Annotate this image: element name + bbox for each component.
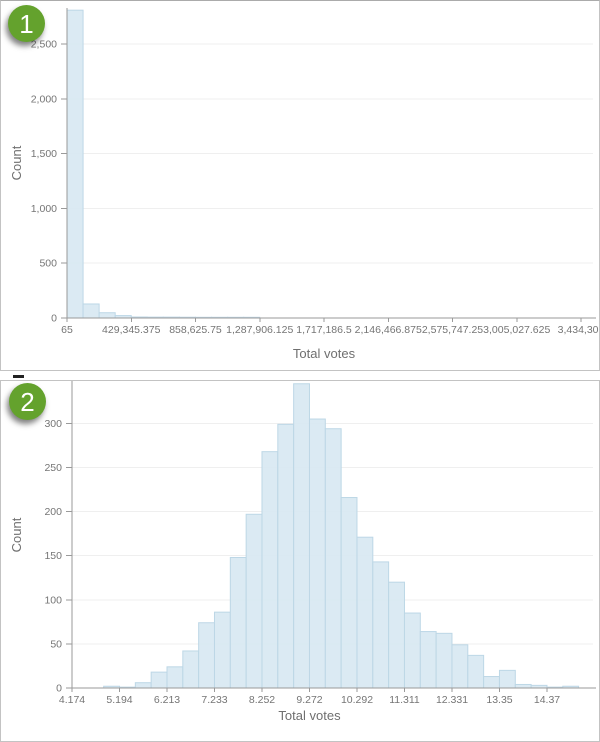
histogram-bar xyxy=(356,536,374,689)
x-tick-label: 1,287,906.125 xyxy=(226,324,293,336)
x-tick-label: 858,625.75 xyxy=(169,324,222,336)
histogram-bar xyxy=(98,312,116,319)
x-axis-title: Total votes xyxy=(293,346,356,361)
step-2-badge-label: 2 xyxy=(20,386,35,417)
histogram-bar xyxy=(66,9,84,319)
y-tick-label: 50 xyxy=(50,638,62,650)
histogram-bar xyxy=(182,650,200,689)
histogram-bar xyxy=(229,556,247,689)
histogram-bar xyxy=(372,561,390,689)
histogram-card-2: 0 50 100 150 200 250 300 4.174 5.194 6.213 7.233 8.… xyxy=(0,380,600,742)
step-1-badge-label: 1 xyxy=(19,8,34,39)
y-tick-label: 1,000 xyxy=(31,203,57,215)
y-tick-label: 2,500 xyxy=(31,39,57,51)
y-tick-label: 0 xyxy=(56,683,62,695)
histogram-bar xyxy=(308,418,326,689)
histogram-bar xyxy=(198,622,215,689)
y-tick-label: 200 xyxy=(44,506,62,518)
x-tick-label: 2,146,466.875 xyxy=(355,324,422,336)
x-tick-label: 7.233 xyxy=(201,694,227,706)
histogram-bar xyxy=(293,383,310,689)
step-1-badge: 1 xyxy=(8,5,45,42)
y-axis-title: Count xyxy=(9,145,24,180)
histogram-bar xyxy=(388,581,405,689)
histogram-chart-1: 0 500 1,000 1,500 2,000 2,500 65 429,345.375 858… xyxy=(9,8,599,361)
y-tick-label: 300 xyxy=(44,418,62,430)
x-tick-label: 10.292 xyxy=(341,694,373,706)
histogram-bar xyxy=(419,631,437,689)
y-tick-label: 100 xyxy=(44,594,62,606)
histogram-bar xyxy=(166,666,184,689)
histogram-bar xyxy=(324,428,342,689)
histogram-bar xyxy=(340,497,358,689)
histogram-bar xyxy=(213,611,231,689)
x-tick-label: 4.174 xyxy=(59,694,85,706)
y-tick-label: 2,000 xyxy=(31,93,57,105)
histogram-bar xyxy=(134,682,152,689)
x-tick-label: 3,005,027.625 xyxy=(483,324,550,336)
x-tick-label: 6.213 xyxy=(154,694,180,706)
x-axis-title: Total votes xyxy=(278,708,341,723)
x-tick-label: 9.272 xyxy=(296,694,322,706)
histogram-bar xyxy=(245,513,263,689)
x-tick-label: 12.331 xyxy=(436,694,468,706)
histogram-bar xyxy=(403,612,421,689)
y-axis-title: Count xyxy=(9,517,24,552)
histogram-bar xyxy=(451,644,469,689)
x-tick-label: 65 xyxy=(61,324,73,336)
histogram-bar xyxy=(498,669,516,689)
x-tick-label: 8.252 xyxy=(249,694,275,706)
histogram-card-1: 0 500 1,000 1,500 2,000 2,500 65 429,345.375 858… xyxy=(0,0,600,371)
histogram-bar xyxy=(514,683,532,689)
small-dark-dash-artifact xyxy=(13,375,24,378)
histogram-bar xyxy=(277,423,295,689)
step-2-badge: 2 xyxy=(9,383,46,420)
x-tick-label: 14.37 xyxy=(534,694,560,706)
x-tick-label: 13.35 xyxy=(486,694,512,706)
histogram-bar xyxy=(150,671,168,689)
histogram-bar xyxy=(483,676,500,689)
histogram-bar xyxy=(261,451,279,689)
y-tick-label: 1,500 xyxy=(31,148,57,160)
histogram-bar xyxy=(467,654,485,689)
y-tick-label: 500 xyxy=(39,258,57,270)
histogram-bar xyxy=(435,632,453,689)
y-tick-label: 250 xyxy=(44,462,62,474)
y-tick-label: 0 xyxy=(51,313,57,325)
x-tick-label: 3,434,308 xyxy=(558,324,599,336)
x-tick-label: 2,575,747.25 xyxy=(422,324,483,336)
histogram-bar xyxy=(82,303,100,319)
x-tick-label: 1,717,186.5 xyxy=(296,324,352,336)
x-tick-label: 5.194 xyxy=(106,694,132,706)
histogram-chart-2: 0 50 100 150 200 250 300 4.174 5.194 6.213 7.233 8.… xyxy=(9,381,596,723)
y-tick-label: 150 xyxy=(44,550,62,562)
x-tick-label: 429,345.375 xyxy=(102,324,161,336)
x-tick-label: 11.311 xyxy=(389,694,420,706)
